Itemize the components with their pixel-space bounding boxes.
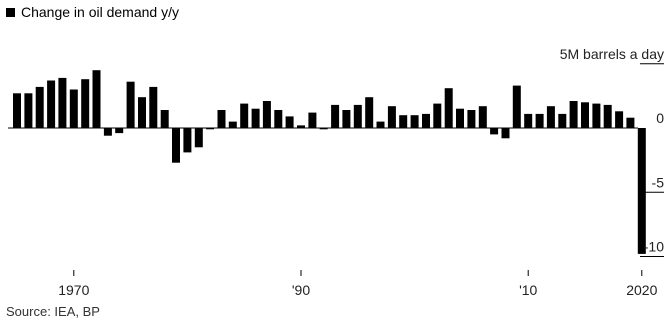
bar-1978 [160, 110, 169, 128]
bar-1986 [251, 108, 260, 128]
bar-1994 [342, 110, 351, 128]
bar-2008 [501, 128, 510, 139]
x-tick-label: 1970 [58, 282, 89, 298]
bar-2000 [410, 115, 419, 128]
bar-2004 [456, 108, 464, 128]
bar-1975 [126, 81, 135, 128]
bar-1983 [217, 110, 226, 128]
bar-1987 [262, 101, 271, 128]
bar-2006 [478, 106, 487, 128]
bar-1973 [103, 128, 112, 136]
bar-1989 [285, 116, 294, 128]
bar-chart: 5M barrels a day 0 -5 -10 1970 '90 '10 2020 [8, 46, 664, 298]
bar-1981 [194, 128, 203, 148]
bar-1967 [35, 86, 44, 128]
x-tick-label: 2020 [626, 282, 657, 298]
bar-1979 [172, 128, 180, 163]
bar-2018 [615, 111, 624, 128]
bar-2013 [558, 113, 567, 128]
bar-2020 [637, 128, 646, 254]
bar-1976 [138, 97, 146, 128]
bar-1965 [13, 93, 21, 128]
bar-1990 [297, 125, 305, 128]
bar-1968 [47, 80, 56, 128]
axis-group: 5M barrels a day 0 -5 -10 1970 '90 '10 2020 [8, 46, 664, 298]
bar-2016 [592, 103, 601, 128]
bar-1985 [240, 103, 249, 128]
bar-1982 [206, 128, 215, 130]
bar-1992 [319, 128, 328, 130]
y-tick-label: -5 [652, 174, 665, 190]
legend: Change in oil demand y/y [6, 2, 179, 22]
bar-1970 [69, 89, 78, 128]
bar-2011 [535, 113, 544, 128]
legend-swatch [6, 7, 15, 17]
bar-2002 [433, 103, 442, 128]
bar-2015 [581, 102, 589, 128]
y-tick-label: 0 [656, 110, 664, 126]
bar-2001 [422, 113, 430, 128]
bar-2003 [444, 88, 453, 128]
bar-2017 [603, 104, 612, 128]
bar-2012 [546, 106, 555, 128]
bar-1996 [365, 97, 374, 128]
bar-2009 [512, 85, 521, 128]
bar-1995 [353, 104, 362, 128]
bar-1984 [228, 121, 237, 128]
bar-1980 [183, 128, 192, 153]
bars-group [13, 70, 646, 254]
bar-1991 [308, 112, 317, 128]
y-tick-label: 5M barrels a day [560, 46, 664, 62]
bar-2019 [626, 117, 635, 128]
x-tick-label: '90 [292, 282, 310, 298]
bar-1998 [387, 106, 396, 128]
bar-1997 [376, 121, 385, 128]
bar-2007 [490, 128, 499, 135]
bar-1972 [92, 70, 101, 128]
bar-2014 [569, 101, 578, 128]
x-tick-label: '10 [519, 282, 537, 298]
bar-2010 [524, 113, 533, 128]
bar-1993 [331, 104, 340, 128]
bar-1966 [24, 93, 33, 128]
bar-1977 [149, 86, 158, 128]
bar-1988 [274, 110, 283, 128]
bar-1971 [81, 79, 90, 128]
legend-label: Change in oil demand y/y [21, 4, 179, 20]
y-tick-label: -10 [644, 239, 664, 255]
source-note: Source: IEA, BP [6, 304, 100, 319]
bar-1969 [58, 77, 67, 128]
bar-1999 [399, 115, 408, 128]
bar-1974 [115, 128, 124, 134]
bar-2005 [467, 110, 476, 128]
